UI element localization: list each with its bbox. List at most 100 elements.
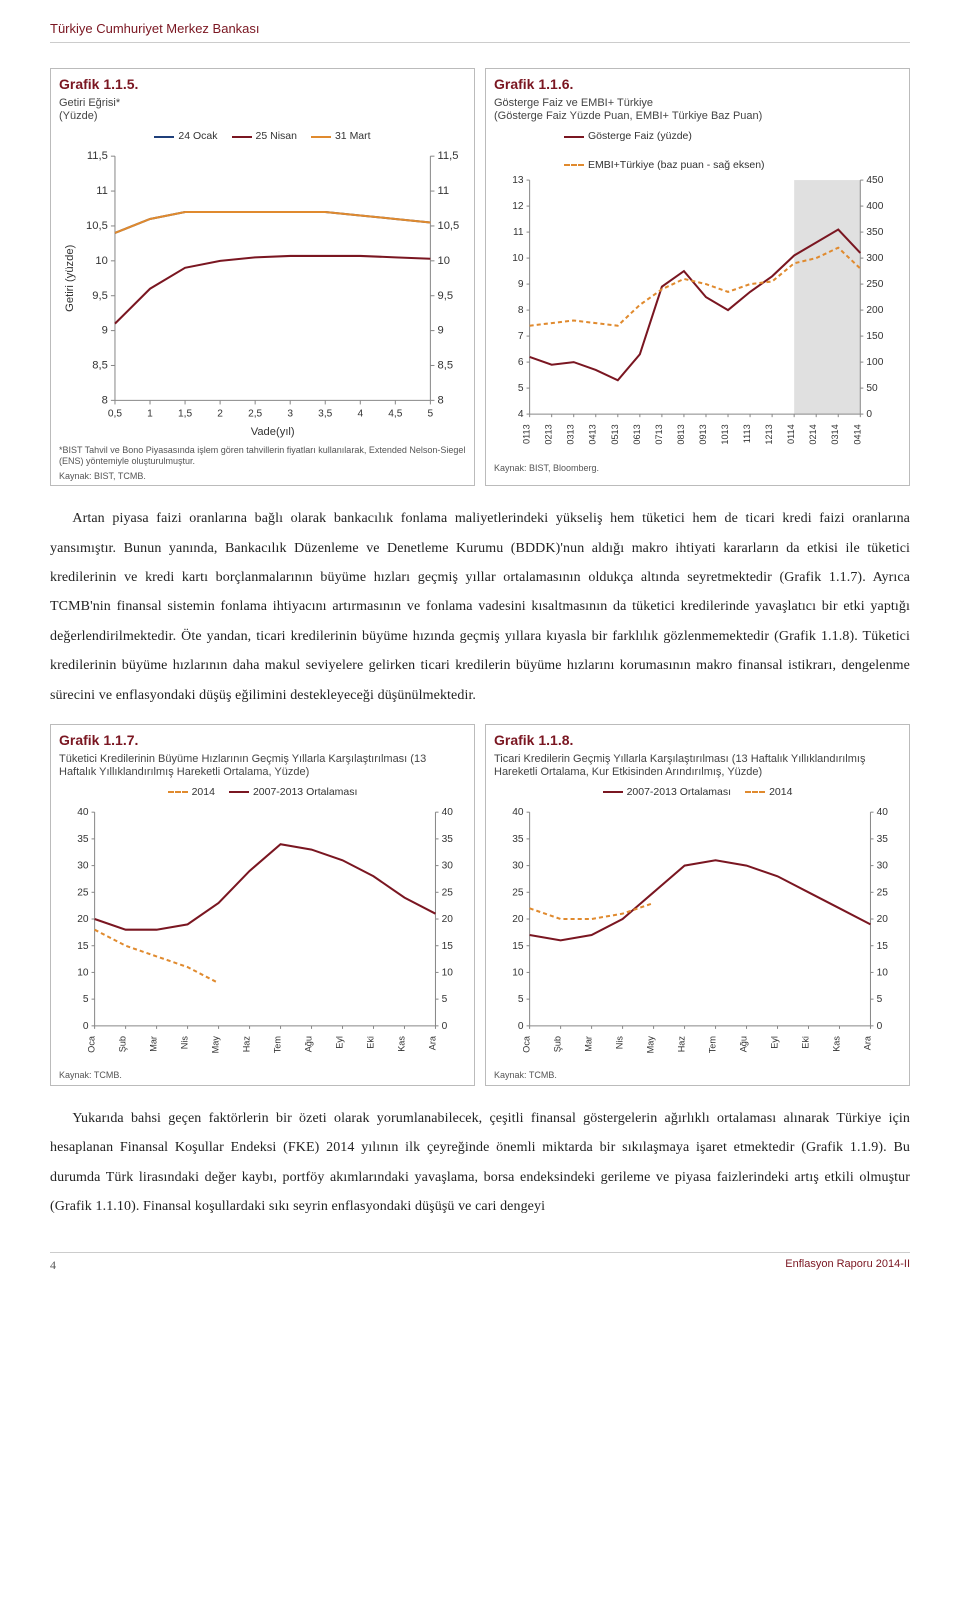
svg-text:Şub: Şub (118, 1036, 128, 1052)
svg-text:1013: 1013 (720, 424, 730, 444)
chart-legend: 24 Ocak 25 Nisan 31 Mart (59, 129, 466, 144)
svg-text:Ağu: Ağu (304, 1036, 314, 1052)
svg-text:35: 35 (512, 834, 524, 845)
svg-text:0913: 0913 (698, 424, 708, 444)
chart-subtitle: Tüketici Kredilerinin Büyüme Hızlarının … (59, 753, 466, 779)
svg-text:0: 0 (518, 1021, 524, 1032)
svg-text:May: May (211, 1035, 221, 1053)
svg-text:5: 5 (518, 383, 524, 394)
svg-text:Nis: Nis (615, 1035, 625, 1049)
svg-text:0613: 0613 (632, 424, 642, 444)
svg-text:10,5: 10,5 (438, 220, 460, 232)
svg-text:13: 13 (512, 175, 524, 186)
svg-text:9: 9 (438, 324, 444, 336)
svg-text:7: 7 (518, 331, 524, 342)
svg-text:Eyl: Eyl (770, 1036, 780, 1049)
svg-text:30: 30 (877, 860, 889, 871)
svg-text:15: 15 (877, 940, 889, 951)
chart-footnote: Kaynak: BIST, Bloomberg. (494, 463, 901, 474)
legend-swatch (311, 136, 331, 138)
svg-text:8: 8 (518, 305, 524, 316)
svg-text:25: 25 (442, 887, 454, 898)
svg-text:30: 30 (77, 860, 89, 871)
svg-text:0: 0 (83, 1021, 89, 1032)
legend-swatch (168, 791, 188, 793)
svg-text:5: 5 (518, 994, 524, 1005)
legend-swatch (564, 136, 584, 138)
chart-canvas: 888,58,5999,59,5101010,510,5111111,511,5… (59, 146, 466, 441)
chart-title: Grafik 1.1.6. (494, 75, 901, 95)
svg-text:400: 400 (866, 201, 883, 212)
svg-text:11,5: 11,5 (87, 150, 108, 162)
legend-swatch (564, 164, 584, 166)
chart-subtitle: Gösterge Faiz ve EMBI+ Türkiye (Gösterge… (494, 97, 901, 123)
svg-text:Haz: Haz (677, 1035, 687, 1052)
svg-text:5: 5 (877, 994, 883, 1005)
svg-text:11,5: 11,5 (438, 150, 459, 162)
svg-text:0114: 0114 (786, 424, 796, 444)
svg-text:3: 3 (287, 408, 293, 419)
svg-text:0: 0 (442, 1021, 448, 1032)
svg-text:0513: 0513 (610, 424, 620, 444)
chart-canvas: 00551010151520202525303035354040OcaŞubMa… (494, 802, 901, 1067)
svg-text:8,5: 8,5 (92, 359, 108, 371)
svg-text:2: 2 (217, 408, 223, 419)
svg-text:May: May (646, 1035, 656, 1053)
svg-text:0: 0 (866, 409, 872, 420)
chart-legend: 2014 2007-2013 Ortalaması (59, 785, 466, 800)
svg-text:0314: 0314 (830, 424, 840, 444)
svg-text:4: 4 (518, 409, 524, 420)
svg-text:11: 11 (438, 185, 450, 197)
svg-text:4,5: 4,5 (388, 408, 402, 419)
page-footer: 4 Enflasyon Raporu 2014-II (50, 1252, 910, 1274)
svg-text:Oca: Oca (522, 1035, 532, 1053)
svg-text:10: 10 (438, 255, 450, 267)
svg-text:10: 10 (442, 967, 454, 978)
svg-text:9,5: 9,5 (438, 290, 454, 302)
legend-swatch (232, 136, 252, 138)
svg-text:40: 40 (77, 807, 89, 818)
svg-text:Vade(yıl): Vade(yıl) (251, 426, 295, 438)
svg-text:5: 5 (428, 408, 434, 419)
svg-text:0,5: 0,5 (108, 408, 122, 419)
page-header: Türkiye Cumhuriyet Merkez Bankası (50, 20, 910, 43)
svg-text:0813: 0813 (676, 424, 686, 444)
svg-text:8: 8 (102, 394, 108, 406)
svg-text:50: 50 (866, 383, 878, 394)
chart-footnote: Kaynak: TCMB. (494, 1070, 901, 1081)
svg-text:Tem: Tem (708, 1035, 718, 1053)
svg-text:0113: 0113 (522, 424, 532, 444)
svg-text:300: 300 (866, 253, 883, 264)
svg-text:11: 11 (513, 227, 524, 238)
svg-text:20: 20 (77, 914, 89, 925)
svg-text:0414: 0414 (852, 424, 862, 444)
svg-text:1113: 1113 (742, 424, 752, 443)
svg-text:Ara: Ara (427, 1035, 437, 1050)
legend-swatch (229, 791, 249, 793)
chart-row-1: Grafik 1.1.5. Getiri Eğrisi* (Yüzde) 24 … (50, 68, 910, 486)
svg-text:15: 15 (512, 940, 524, 951)
chart-115: Grafik 1.1.5. Getiri Eğrisi* (Yüzde) 24 … (50, 68, 475, 486)
svg-text:200: 200 (866, 305, 883, 316)
svg-text:250: 250 (866, 279, 883, 290)
svg-text:450: 450 (866, 175, 883, 186)
svg-text:1,5: 1,5 (178, 408, 192, 419)
svg-text:25: 25 (877, 887, 889, 898)
svg-text:10: 10 (512, 967, 524, 978)
svg-text:Mar: Mar (584, 1036, 594, 1052)
chart-title: Grafik 1.1.7. (59, 731, 466, 751)
svg-text:20: 20 (877, 914, 889, 925)
chart-canvas: 00551010151520202525303035354040OcaŞubMa… (59, 802, 466, 1067)
svg-text:350: 350 (866, 227, 883, 238)
svg-text:4: 4 (357, 408, 363, 419)
svg-text:10: 10 (877, 967, 889, 978)
svg-text:30: 30 (512, 860, 524, 871)
svg-text:0214: 0214 (808, 424, 818, 444)
svg-text:2,5: 2,5 (248, 408, 262, 419)
svg-text:9: 9 (102, 324, 108, 336)
chart-116: Grafik 1.1.6. Gösterge Faiz ve EMBI+ Tür… (485, 68, 910, 486)
svg-text:0213: 0213 (544, 424, 554, 444)
chart-footnote: Kaynak: TCMB. (59, 1070, 466, 1081)
svg-text:0: 0 (877, 1021, 883, 1032)
svg-text:Eki: Eki (365, 1036, 375, 1049)
